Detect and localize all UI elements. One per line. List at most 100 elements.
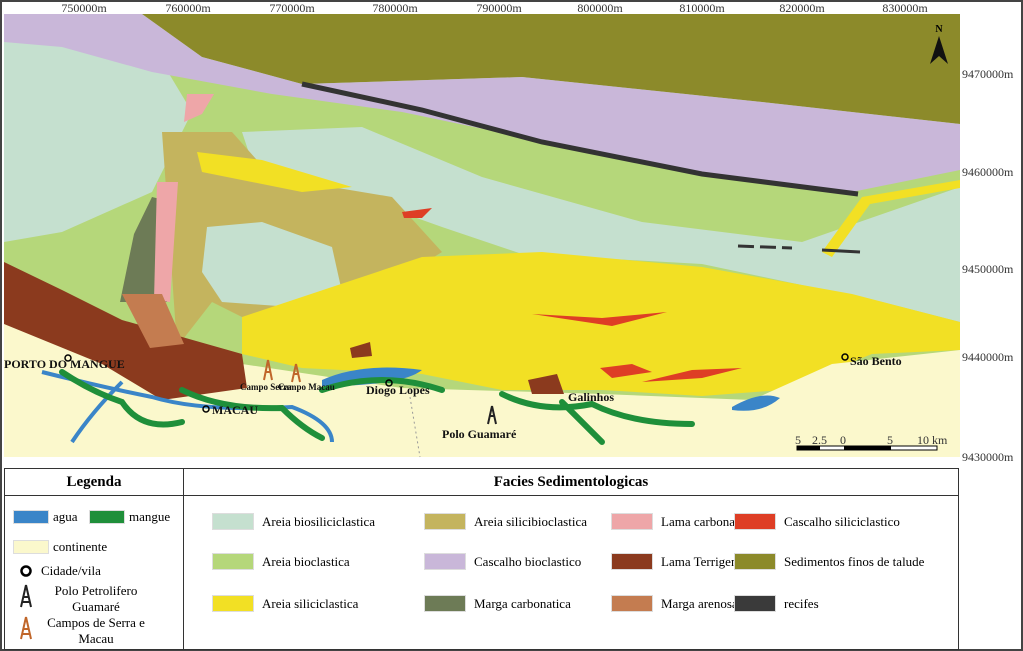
legend-label: Campos de Serra e Macau xyxy=(47,615,145,646)
cascalho-bioclastico-area xyxy=(4,14,960,194)
place-label: São Bento xyxy=(850,354,902,368)
facies-item: Sedimentos finos de talude xyxy=(734,553,924,570)
scale-label: 5 xyxy=(887,433,893,447)
grid-labels: 750000m 760000m 770000m 780000m 790000m … xyxy=(61,2,1014,464)
city-marker xyxy=(841,353,849,361)
facies-swatch xyxy=(734,595,776,612)
sedimentos-area xyxy=(142,14,960,124)
river xyxy=(41,370,334,444)
mangue-area xyxy=(59,369,695,445)
facies-item: Areia siliciclastica xyxy=(212,595,358,612)
recifes-line xyxy=(821,248,861,254)
border xyxy=(409,396,421,458)
legend-label: Cidade/vila xyxy=(41,563,101,578)
facies-swatch xyxy=(611,513,653,530)
place-label: Galinhos xyxy=(568,390,614,404)
facies-label: Lama carbonatica xyxy=(661,513,754,529)
oil-icon xyxy=(20,584,32,608)
y-label: 9460000m xyxy=(962,165,1014,179)
facies-swatch xyxy=(734,553,776,570)
city-icon xyxy=(20,565,32,577)
city-marker xyxy=(385,379,393,387)
facies-swatch xyxy=(424,513,466,530)
facies-item: Marga arenosa xyxy=(611,595,738,612)
x-label: 760000m xyxy=(165,2,211,15)
facies-item: Cascalho bioclastico xyxy=(424,553,581,570)
recifes-line xyxy=(301,81,859,197)
legend-label: Polo Petrolifero Guamaré xyxy=(54,583,138,614)
facies-swatch xyxy=(734,513,776,530)
facies-label: Areia siliciclastica xyxy=(262,595,359,611)
legend-item: Campos de Serra e Macau xyxy=(19,615,179,647)
facies-label: Sedimentos finos de talude xyxy=(784,553,925,569)
city-marker xyxy=(64,354,72,362)
facies-label: Cascalho siliciclastico xyxy=(784,513,900,529)
scale-label: 0 xyxy=(840,433,846,447)
legend-item: continente xyxy=(13,539,107,555)
continente-area xyxy=(4,292,960,457)
facies-label: Areia biosiliciclastica xyxy=(262,513,375,529)
legend-label: mangue xyxy=(129,509,171,524)
facies-item: Lama Terrigena xyxy=(611,553,743,570)
cascalho-area xyxy=(642,368,742,382)
legend-label: continente xyxy=(53,539,108,554)
recifes-line xyxy=(737,244,793,250)
legend-swatch xyxy=(13,510,49,524)
legend-left: Legenda agua mangue continente Cidade/vi… xyxy=(5,469,184,649)
facies-item: Areia biosiliciclastica xyxy=(212,513,375,530)
facies-item: recifes xyxy=(734,595,819,612)
north-label: N xyxy=(935,24,943,35)
agua-area xyxy=(732,395,780,411)
facies-swatch xyxy=(611,553,653,570)
facies-item: Marga carbonatica xyxy=(424,595,571,612)
facies-label: recifes xyxy=(784,595,819,611)
siliciclastica-area xyxy=(197,152,352,192)
facies-label: Marga arenosa xyxy=(661,595,738,611)
place-label: Campo Macau xyxy=(278,382,335,392)
facies-label: Areia bioclastica xyxy=(262,553,350,569)
marga-arenosa-area xyxy=(122,294,184,348)
place-label: Diogo Lopes xyxy=(366,383,430,397)
legend-title: Legenda xyxy=(5,469,183,496)
x-label: 750000m xyxy=(61,2,107,15)
facies-item: Lama carbonatica xyxy=(611,513,754,530)
scale-label: 10 km xyxy=(917,433,948,447)
legend-swatch xyxy=(13,540,49,554)
facies-swatch xyxy=(424,595,466,612)
legend: Legenda agua mangue continente Cidade/vi… xyxy=(4,468,959,650)
facies-label: Lama Terrigena xyxy=(661,553,744,569)
facies-item: Areia silicibioclastica xyxy=(424,513,587,530)
x-label: 800000m xyxy=(577,2,623,15)
facies-label: Cascalho bioclastico xyxy=(474,553,582,569)
facies-item: Cascalho siliciclastico xyxy=(734,513,900,530)
y-label: 9440000m xyxy=(962,350,1014,364)
map: 750000m 760000m 770000m 780000m 790000m … xyxy=(4,2,1014,464)
x-label: 780000m xyxy=(372,2,418,15)
x-label: 810000m xyxy=(679,2,725,15)
x-label: 770000m xyxy=(269,2,315,15)
place-label: Polo Guamaré xyxy=(442,427,517,441)
y-label: 9450000m xyxy=(962,262,1014,276)
scale-label: 2.5 xyxy=(812,433,827,447)
cascalho-area xyxy=(600,364,652,378)
legend-label: agua xyxy=(53,509,78,524)
x-label: 820000m xyxy=(779,2,825,15)
city-marker xyxy=(202,405,210,413)
legend-item: mangue xyxy=(89,509,170,525)
place-label: PORTO DO MANGUE xyxy=(4,357,125,371)
place-label: Campo Serra xyxy=(240,382,292,392)
facies-swatch xyxy=(212,553,254,570)
north-arrow-shape xyxy=(930,36,948,64)
facies-label: Marga carbonatica xyxy=(474,595,571,611)
legend-item: agua xyxy=(13,509,78,525)
facies-swatch xyxy=(212,513,254,530)
north-arrow: N xyxy=(930,24,948,64)
oil-field-icon xyxy=(487,405,497,425)
lama-carbonatica-area xyxy=(184,94,214,122)
lama-terrigena-area xyxy=(528,374,564,394)
lama-terrigena-area xyxy=(4,262,247,400)
lama-terrigena-area xyxy=(350,342,372,358)
y-label: 9470000m xyxy=(962,67,1014,81)
areia-biosiliciclastica-area xyxy=(202,222,342,307)
